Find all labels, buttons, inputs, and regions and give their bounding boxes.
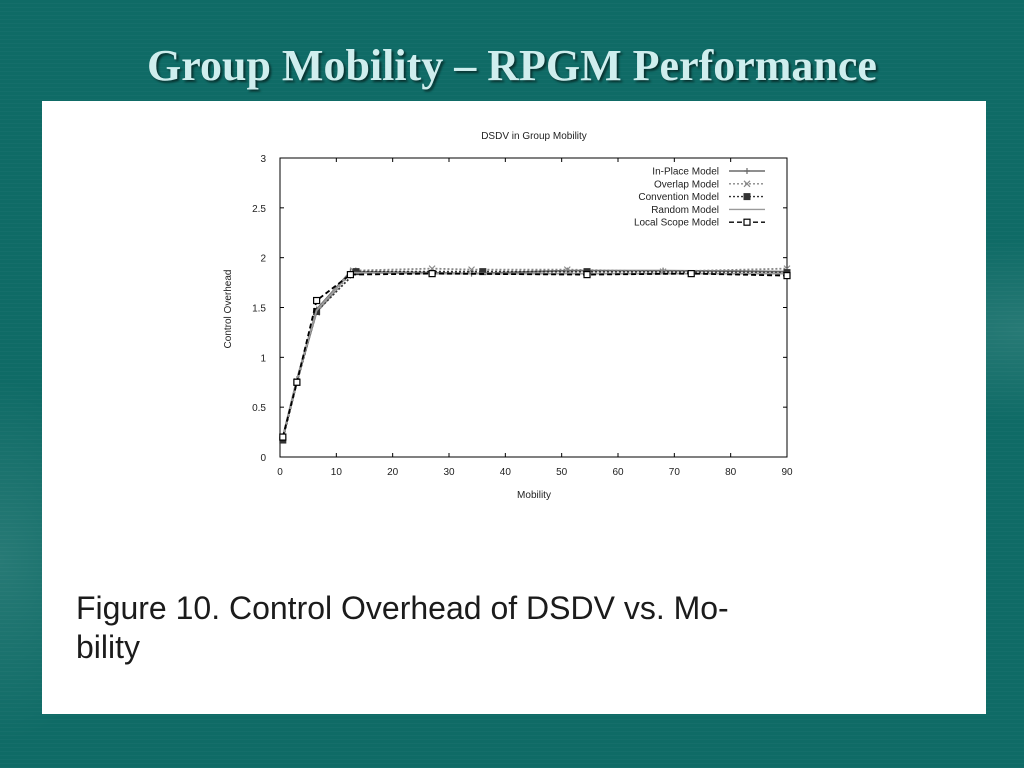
caption-line-1: Figure 10. Control Overhead of DSDV vs. … [76, 590, 729, 626]
y-tick-label: 2.5 [252, 204, 266, 215]
y-tick-label: 0 [260, 453, 266, 464]
slide-title: Group Mobility – RPGM Performance [147, 41, 877, 90]
x-tick-label: 30 [443, 467, 455, 478]
legend-label-random-model: Random Model [651, 205, 719, 216]
data-point-local-scope-model [428, 270, 436, 278]
y-axis-label: Control Overhead [223, 270, 234, 349]
legend-label-in-place-model: In-Place Model [652, 167, 719, 178]
legend-marker-convention-model [743, 193, 751, 201]
data-point-local-scope-model [583, 271, 591, 279]
series-line-convention-model [281, 270, 788, 441]
y-tick-label: 3 [260, 154, 266, 165]
y-tick-label: 1.5 [252, 304, 266, 315]
series-line-local-scope-model [281, 272, 788, 438]
y-tick-label: 2 [260, 254, 266, 265]
legend-label-overlap-model: Overlap Model [654, 179, 719, 190]
legend-marker-local-scope-model [743, 218, 751, 226]
x-tick-label: 20 [387, 467, 399, 478]
legend-marker-overlap-model [743, 180, 751, 188]
data-point-overlap-model [563, 266, 571, 274]
data-point-local-scope-model [293, 378, 301, 386]
data-point-local-scope-model [279, 433, 287, 441]
data-point-overlap-model [468, 266, 475, 274]
legend-label-local-scope-model: Local Scope Model [634, 218, 719, 229]
series-line-overlap-model [281, 267, 788, 439]
figure-panel: DSDV in Group Mobility Mobility Control … [42, 101, 986, 714]
data-point-in-place-model [564, 267, 571, 274]
control-overhead-chart: DSDV in Group Mobility Mobility Control … [223, 131, 793, 501]
data-point-local-scope-model [687, 270, 695, 278]
x-tick-label: 0 [277, 467, 283, 478]
x-tick-label: 90 [781, 467, 793, 478]
y-tick-label: 0.5 [252, 403, 266, 414]
x-tick-label: 50 [556, 467, 568, 478]
series-line-random-model [281, 271, 787, 440]
legend-marker-in-place-model [744, 168, 750, 174]
data-point-local-scope-model [346, 271, 355, 279]
x-tick-label: 80 [725, 467, 737, 478]
data-point-local-scope-model [783, 272, 791, 280]
x-tick-label: 60 [612, 467, 624, 478]
legend-label-convention-model: Convention Model [638, 192, 719, 203]
y-tick-label: 1 [260, 353, 266, 364]
data-point-local-scope-model [313, 296, 321, 305]
x-axis-label: Mobility [517, 490, 551, 501]
x-tick-label: 10 [331, 467, 343, 478]
series-line-in-place-model [281, 269, 788, 438]
chart-title: DSDV in Group Mobility [481, 131, 587, 142]
x-tick-label: 70 [669, 467, 681, 478]
figure-caption: Figure 10. Control Overhead of DSDV vs. … [76, 589, 956, 667]
plot-layer: 0 10 20 30 40 50 60 70 80 90 0 0.5 1 1.5 2 2.5 3 In-Place… [252, 154, 793, 478]
x-tick-label: 40 [500, 467, 512, 478]
caption-line-2: bility [76, 629, 141, 665]
